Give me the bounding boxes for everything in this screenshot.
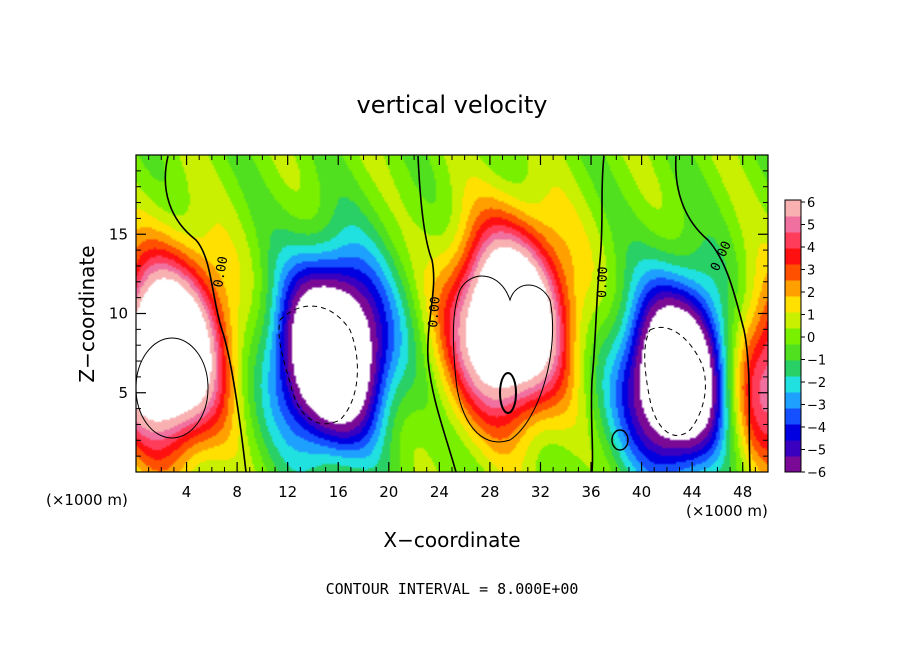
y-tick-label: 15 <box>109 225 128 243</box>
colorbar-swatch <box>785 264 801 281</box>
velocity-field <box>136 155 768 472</box>
y-axis-label: Z−coordinate <box>75 245 99 382</box>
x-tick-label: 16 <box>329 483 348 501</box>
contour-interval-note: CONTOUR INTERVAL = 8.000E+00 <box>326 580 579 598</box>
y-axis: 5 10 15 <box>109 170 768 457</box>
colorbar-tick-label: 1 <box>807 309 815 324</box>
colorbar-swatch <box>785 456 801 473</box>
x-axis: 4 8 12 16 20 24 28 32 36 40 44 48 <box>148 155 756 501</box>
zero-contour-3 <box>590 155 605 472</box>
x-tick-label: 32 <box>531 483 550 501</box>
colorbar-frame <box>784 199 802 473</box>
chart-title: vertical velocity <box>357 91 548 119</box>
contour-label: 0.00 <box>211 255 231 288</box>
x-tick-label: 48 <box>733 483 752 501</box>
contour-loop-dashed-1 <box>278 305 358 425</box>
y-tick-label: 5 <box>118 384 128 402</box>
colorbar-swatch <box>785 392 801 409</box>
y-tick-label: 10 <box>109 305 128 323</box>
x-tick-label: 44 <box>683 483 702 501</box>
colorbar-tick-label: −1 <box>807 354 826 369</box>
colorbar-tick-label: −6 <box>807 466 826 481</box>
contour-label: 0.00 <box>426 296 444 329</box>
colorbar-swatch <box>785 328 801 345</box>
x-tick-label: 24 <box>430 483 449 501</box>
colorbar-tick-label: −5 <box>807 444 826 459</box>
contour-loop-dashed-2 <box>644 326 706 436</box>
contour-label: 0.00 <box>595 266 611 298</box>
zero-contour-4 <box>674 155 751 472</box>
colorbar-tick-label: 2 <box>807 286 815 301</box>
colorbar-swatch <box>785 312 801 329</box>
colorbar: 6 5 4 3 2 1 0 −1 −2 −3 −4 −5 −6 <box>784 196 826 481</box>
contour-loop-small <box>499 372 517 414</box>
x-tick-label: 4 <box>182 483 192 501</box>
colorbar-swatch <box>785 376 801 393</box>
colorbar-tick-label: 3 <box>807 264 815 279</box>
x-tick-label: 20 <box>379 483 398 501</box>
colorbar-tick-label: 5 <box>807 219 815 234</box>
colorbar-tick-label: −4 <box>807 421 826 436</box>
colorbar-tick-label: 6 <box>807 196 815 211</box>
colorbar-swatch <box>785 232 801 249</box>
x-tick-label: 28 <box>480 483 499 501</box>
colorbar-tick-label: 4 <box>807 241 815 256</box>
x-axis-label: X−coordinate <box>383 528 520 552</box>
zero-contour-2 <box>417 155 457 472</box>
x-tick-label: 40 <box>632 483 651 501</box>
contour-loop-left <box>136 337 209 439</box>
x-unit-left: (×1000 m) <box>46 491 128 509</box>
contour-loop-center <box>452 275 554 443</box>
contour-loop-bottom <box>611 429 629 451</box>
colorbar-tick-label: −3 <box>807 399 826 414</box>
colorbar-swatch <box>785 440 801 457</box>
colorbar-swatch <box>785 296 801 313</box>
plot-area: 0.00 0.00 0.00 0.00 <box>135 154 769 473</box>
colorbar-swatch <box>785 424 801 441</box>
x-unit-right: (×1000 m) <box>686 502 768 520</box>
x-tick-label: 36 <box>581 483 600 501</box>
x-tick-label: 8 <box>232 483 242 501</box>
colorbar-swatch <box>785 280 801 297</box>
colorbar-swatch <box>785 216 801 233</box>
colorbar-swatch <box>785 360 801 377</box>
zero-contour-1 <box>164 155 247 472</box>
colorbar-swatch <box>785 248 801 265</box>
colorbar-swatch <box>785 344 801 361</box>
colorbar-tick-label: −2 <box>807 376 826 391</box>
colorbar-tick-label: 0 <box>807 331 815 346</box>
colorbar-swatch <box>785 200 801 217</box>
colorbar-swatch <box>785 408 801 425</box>
x-tick-label: 12 <box>278 483 297 501</box>
contours <box>136 155 751 472</box>
